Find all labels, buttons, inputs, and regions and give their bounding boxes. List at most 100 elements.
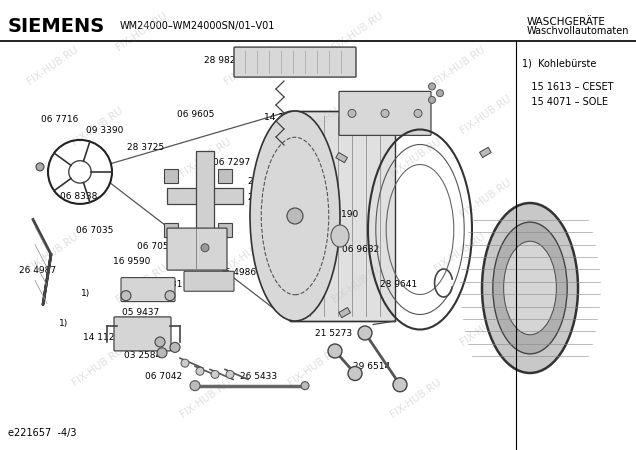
Text: 16 9590: 16 9590 — [113, 256, 151, 266]
Text: FIX-HUB.RU: FIX-HUB.RU — [458, 94, 513, 136]
Text: 1): 1) — [59, 319, 69, 328]
Circle shape — [157, 348, 167, 358]
Bar — [339, 307, 350, 318]
Circle shape — [196, 367, 204, 375]
Bar — [483, 302, 494, 312]
Text: FIX-HUB.RU: FIX-HUB.RU — [223, 44, 277, 86]
Text: 28 9641: 28 9641 — [380, 280, 417, 289]
Text: 05 9437: 05 9437 — [122, 308, 160, 317]
Circle shape — [301, 382, 309, 390]
Text: FIX-HUB.RU: FIX-HUB.RU — [114, 10, 169, 53]
Circle shape — [381, 109, 389, 117]
Circle shape — [201, 244, 209, 252]
Text: FIX-HUB.RU: FIX-HUB.RU — [178, 136, 233, 179]
Text: FIX-HUB.RU: FIX-HUB.RU — [114, 262, 169, 305]
FancyBboxPatch shape — [184, 271, 234, 291]
Text: FIX-HUB.RU: FIX-HUB.RU — [331, 10, 385, 53]
Text: 1)  Kohlebürste: 1) Kohlebürste — [522, 58, 597, 68]
Ellipse shape — [331, 225, 349, 247]
Text: e221657  -4/3: e221657 -4/3 — [8, 428, 76, 438]
Bar — [218, 223, 232, 237]
Circle shape — [226, 370, 234, 378]
Bar — [336, 153, 347, 163]
Text: 06 7035: 06 7035 — [76, 226, 114, 235]
Text: FIX-HUB.RU: FIX-HUB.RU — [25, 231, 80, 273]
Text: WM24000–WM24000SN/01–V01: WM24000–WM24000SN/01–V01 — [120, 21, 275, 31]
Circle shape — [348, 366, 362, 381]
Circle shape — [393, 378, 407, 392]
Text: 21 4337: 21 4337 — [248, 177, 285, 186]
Text: 15 4071 – SOLE: 15 4071 – SOLE — [522, 97, 609, 107]
Text: FIX-HUB.RU: FIX-HUB.RU — [70, 346, 125, 388]
Ellipse shape — [504, 241, 556, 335]
Ellipse shape — [493, 222, 567, 354]
Bar — [196, 151, 214, 241]
Text: 06 9605: 06 9605 — [177, 110, 214, 119]
Text: FIX-HUB.RU: FIX-HUB.RU — [458, 177, 513, 219]
Text: 28 9822: 28 9822 — [204, 56, 240, 65]
Text: 26 5433: 26 5433 — [240, 372, 277, 381]
Bar — [167, 188, 243, 204]
Circle shape — [121, 291, 131, 301]
Text: 26 4986: 26 4986 — [219, 268, 256, 277]
Circle shape — [190, 381, 200, 391]
Text: 28 9823: 28 9823 — [248, 194, 285, 202]
Text: 06 7716: 06 7716 — [41, 115, 79, 124]
Circle shape — [348, 109, 356, 117]
Text: FIX-HUB.RU: FIX-HUB.RU — [286, 346, 341, 388]
Text: FIX-HUB.RU: FIX-HUB.RU — [388, 377, 443, 419]
Text: WASCHGERÄTE: WASCHGERÄTE — [527, 17, 605, 27]
Circle shape — [436, 90, 443, 97]
Text: SIEMENS: SIEMENS — [8, 17, 105, 36]
Text: 1): 1) — [81, 289, 91, 298]
Text: FIX-HUB.RU: FIX-HUB.RU — [286, 105, 341, 147]
Circle shape — [181, 359, 189, 367]
Text: 14 1125: 14 1125 — [83, 333, 120, 342]
Circle shape — [429, 96, 436, 104]
Circle shape — [328, 344, 342, 358]
Text: 28 3710: 28 3710 — [259, 212, 297, 220]
Circle shape — [429, 83, 436, 90]
Text: 06 8344: 06 8344 — [347, 107, 384, 116]
FancyBboxPatch shape — [339, 91, 431, 135]
Circle shape — [358, 326, 372, 340]
Bar — [164, 223, 178, 237]
Text: FIX-HUB.RU: FIX-HUB.RU — [25, 44, 80, 86]
Text: Waschvollautomaten: Waschvollautomaten — [527, 27, 629, 36]
Text: 14 1715: 14 1715 — [264, 113, 301, 122]
Bar — [290, 111, 395, 321]
Ellipse shape — [482, 203, 578, 373]
Text: 21 0190: 21 0190 — [321, 210, 359, 219]
Circle shape — [36, 163, 44, 171]
Text: FIX-HUB.RU: FIX-HUB.RU — [70, 105, 125, 147]
Text: 06 7060: 06 7060 — [270, 152, 308, 161]
FancyBboxPatch shape — [121, 278, 175, 302]
Text: FIX-HUB.RU: FIX-HUB.RU — [223, 231, 277, 273]
Circle shape — [155, 337, 165, 347]
Text: 06 8338: 06 8338 — [60, 192, 98, 201]
Ellipse shape — [250, 111, 340, 321]
Circle shape — [211, 370, 219, 378]
Text: 05 9132: 05 9132 — [298, 182, 335, 191]
Text: FIX-HUB.RU: FIX-HUB.RU — [388, 136, 443, 179]
Circle shape — [287, 208, 303, 224]
Text: 15 1531: 15 1531 — [145, 280, 183, 289]
Text: FIX-HUB.RU: FIX-HUB.RU — [432, 231, 487, 273]
Text: FIX-HUB.RU: FIX-HUB.RU — [432, 44, 487, 86]
Text: FIX-HUB.RU: FIX-HUB.RU — [458, 305, 513, 347]
FancyBboxPatch shape — [114, 317, 171, 351]
Circle shape — [414, 109, 422, 117]
Text: 29 6514: 29 6514 — [353, 362, 390, 371]
FancyBboxPatch shape — [167, 228, 227, 270]
Text: FIX-HUB.RU: FIX-HUB.RU — [331, 262, 385, 305]
Bar — [164, 169, 178, 183]
Bar — [218, 169, 232, 183]
Text: FIX-HUB.RU: FIX-HUB.RU — [178, 377, 233, 419]
Text: 21 5273: 21 5273 — [315, 329, 352, 338]
Circle shape — [165, 291, 175, 301]
Text: 09 3390: 09 3390 — [86, 126, 123, 135]
Bar — [480, 147, 491, 158]
Text: 06 7042: 06 7042 — [145, 372, 182, 381]
Text: 06 7297: 06 7297 — [213, 158, 251, 167]
Text: 06 7055: 06 7055 — [137, 242, 174, 251]
